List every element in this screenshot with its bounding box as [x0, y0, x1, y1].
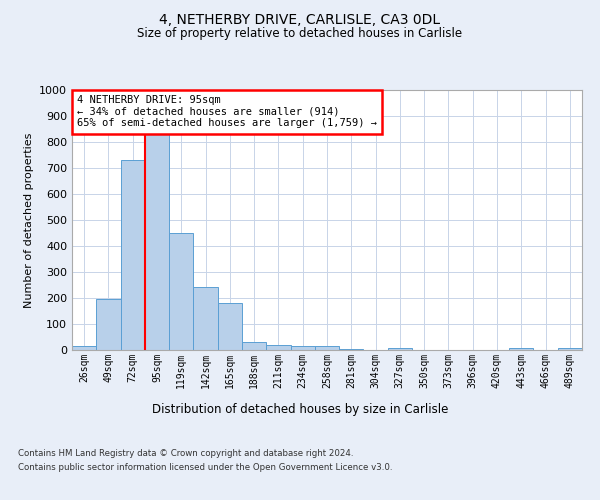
Bar: [242, 342, 266, 350]
Text: Contains HM Land Registry data © Crown copyright and database right 2024.: Contains HM Land Registry data © Crown c…: [18, 448, 353, 458]
Bar: [72, 346, 96, 350]
Bar: [558, 348, 582, 350]
Bar: [290, 346, 315, 350]
Bar: [193, 287, 218, 350]
Y-axis label: Number of detached properties: Number of detached properties: [23, 132, 34, 308]
Text: Contains public sector information licensed under the Open Government Licence v3: Contains public sector information licen…: [18, 464, 392, 472]
Text: Distribution of detached houses by size in Carlisle: Distribution of detached houses by size …: [152, 402, 448, 415]
Bar: [266, 345, 290, 350]
Bar: [388, 348, 412, 350]
Text: 4, NETHERBY DRIVE, CARLISLE, CA3 0DL: 4, NETHERBY DRIVE, CARLISLE, CA3 0DL: [160, 12, 440, 26]
Bar: [509, 348, 533, 350]
Bar: [339, 348, 364, 350]
Bar: [218, 303, 242, 350]
Bar: [145, 132, 169, 350]
Bar: [121, 160, 145, 350]
Text: Size of property relative to detached houses in Carlisle: Size of property relative to detached ho…: [137, 28, 463, 40]
Bar: [96, 299, 121, 350]
Bar: [169, 233, 193, 350]
Text: 4 NETHERBY DRIVE: 95sqm
← 34% of detached houses are smaller (914)
65% of semi-d: 4 NETHERBY DRIVE: 95sqm ← 34% of detache…: [77, 95, 377, 128]
Bar: [315, 346, 339, 350]
